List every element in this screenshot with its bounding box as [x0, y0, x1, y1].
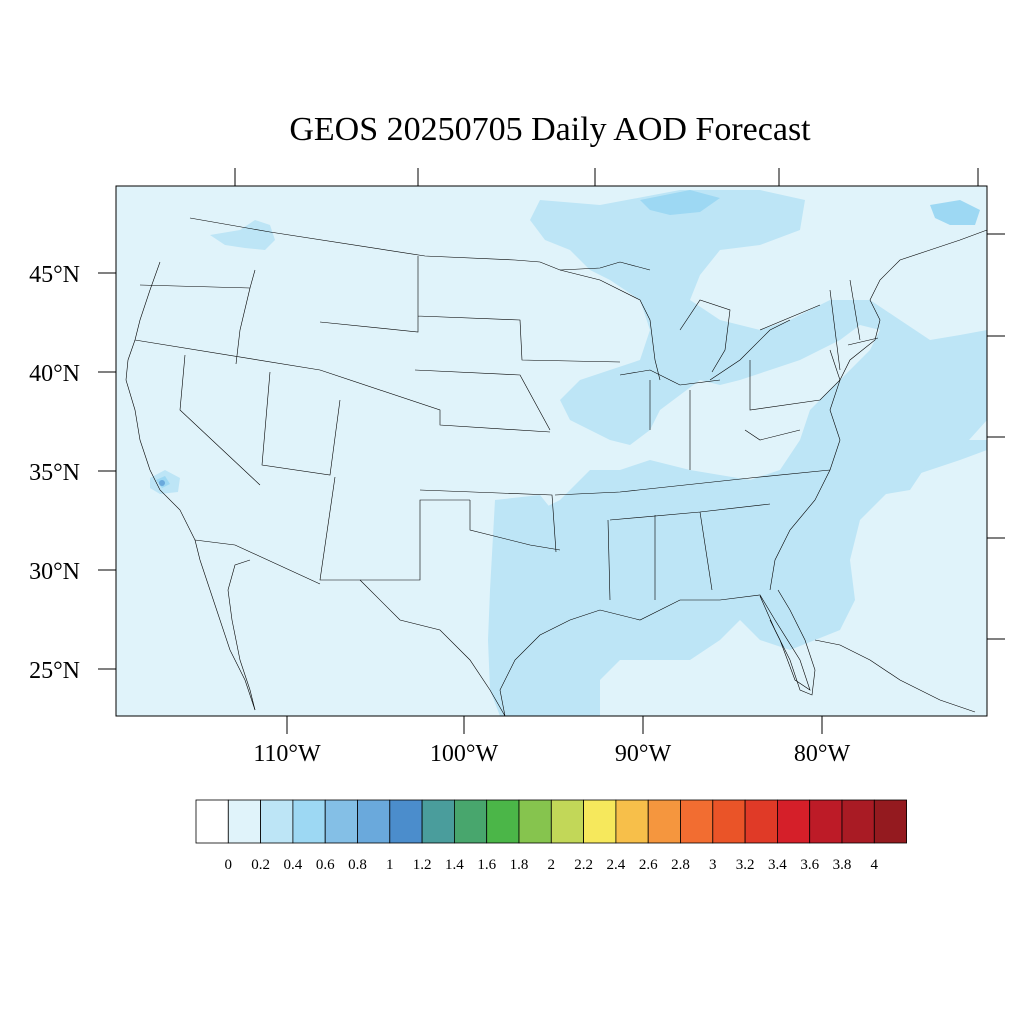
colorbar-label-14: 2.8: [671, 857, 690, 873]
colorbar-box-16: [712, 799, 746, 844]
colorbar-box-2: [260, 799, 294, 844]
mexico-border: [227, 559, 256, 711]
left-ticks: [98, 272, 116, 670]
colorbar-label-7: 1.4: [445, 857, 464, 873]
colorbar-label-0: 0: [225, 857, 233, 873]
colorbar-label-15: 3: [709, 857, 717, 873]
latitude-labels: 45°N 40°N 35°N 30°N 25°N: [29, 262, 80, 684]
colorbar-box-1: [227, 799, 262, 844]
colorbar-box-8: [453, 799, 488, 844]
florida: [759, 589, 816, 696]
cuba-islands: [814, 639, 976, 713]
colorbar-box-15: [680, 799, 714, 844]
lon-label-110w: 110°W: [253, 741, 321, 767]
colorbar-box-12: [583, 799, 617, 844]
lat-label-45: 45°N: [29, 262, 80, 288]
colorbar-label-4: 0.8: [348, 857, 367, 873]
colorbar-box-0: [195, 799, 229, 844]
map-title: GEOS 20250705 Daily AOD Forecast: [289, 111, 811, 148]
lat-label-35: 35°N: [29, 460, 80, 486]
aod-shading-high: [156, 190, 980, 488]
colorbar-box-5: [357, 799, 391, 844]
colorbar-label-16: 3.2: [736, 857, 755, 873]
colorbar-label-17: 3.4: [768, 857, 787, 873]
colorbar-label-13: 2.6: [639, 857, 658, 873]
colorbar-box-20: [841, 799, 875, 844]
colorbar-label-12: 2.4: [607, 857, 626, 873]
map-frame: [115, 185, 988, 717]
aod-hotspot-la: [159, 480, 165, 486]
aod-patch-maine-high: [930, 200, 980, 225]
colorbar-label-10: 2: [548, 857, 556, 873]
colorbar-label-8: 1.6: [477, 857, 496, 873]
colorbar-box-3: [292, 799, 326, 844]
colorbar-box-10: [518, 799, 552, 844]
aod-patch-atlantic-offshore: [870, 385, 987, 495]
mexico-east: [359, 579, 506, 717]
lon-label-90w: 90°W: [615, 741, 672, 767]
top-ticks: [234, 168, 979, 186]
lon-label-100w: 100°W: [430, 741, 499, 767]
political-boundaries: [125, 217, 988, 717]
lat-label-25: 25°N: [29, 658, 80, 684]
colorbar-box-21: [873, 799, 907, 844]
right-ticks: [987, 233, 1005, 640]
colorbar-box-4: [324, 799, 358, 844]
colorbar-label-3: 0.6: [316, 857, 335, 873]
aod-patch-pacific-northwest: [210, 220, 275, 250]
lon-label-80w: 80°W: [794, 741, 851, 767]
aod-patch-canada-high: [640, 190, 720, 215]
lat-label-30: 30°N: [29, 559, 80, 585]
colorbar: 0 0.2 0.4 0.6 0.8 1 1.2 1.4 1.6 1.8 2 2.2 2.4 2.6 2.8 3…: [195, 799, 907, 873]
gulf-coast: [499, 594, 811, 717]
colorbar-label-6: 1.2: [413, 857, 432, 873]
colorbar-box-13: [615, 799, 649, 844]
aod-patch-texas-gulf: [488, 495, 575, 716]
colorbar-box-18: [777, 799, 811, 844]
colorbar-box-11: [550, 799, 584, 844]
longitude-labels: 110°W 100°W 90°W 80°W: [253, 741, 850, 767]
west-coast: [125, 261, 256, 711]
colorbar-label-1: 0.2: [251, 857, 270, 873]
colorbar-box-19: [809, 799, 843, 844]
colorbar-label-19: 3.8: [833, 857, 852, 873]
colorbar-box-9: [486, 799, 520, 844]
colorbar-label-5: 1: [386, 857, 394, 873]
aod-patch-northeast-atlantic: [490, 190, 987, 716]
lat-label-40: 40°N: [29, 361, 80, 387]
colorbar-label-11: 2.2: [574, 857, 593, 873]
colorbar-label-18: 3.6: [800, 857, 819, 873]
colorbar-box-6: [389, 799, 423, 844]
colorbar-label-2: 0.4: [284, 857, 303, 873]
colorbar-box-17: [744, 799, 778, 844]
great-lakes: [559, 269, 821, 381]
colorbar-box-14: [647, 799, 681, 844]
bottom-ticks: [286, 716, 823, 734]
east-coast: [769, 229, 988, 591]
colorbar-label-20: 4: [871, 857, 879, 873]
colorbar-label-9: 1.8: [510, 857, 529, 873]
aod-shading: [150, 190, 987, 716]
us-canada-border: [189, 217, 651, 271]
state-lines: [134, 256, 879, 601]
colorbar-box-7: [421, 799, 455, 844]
